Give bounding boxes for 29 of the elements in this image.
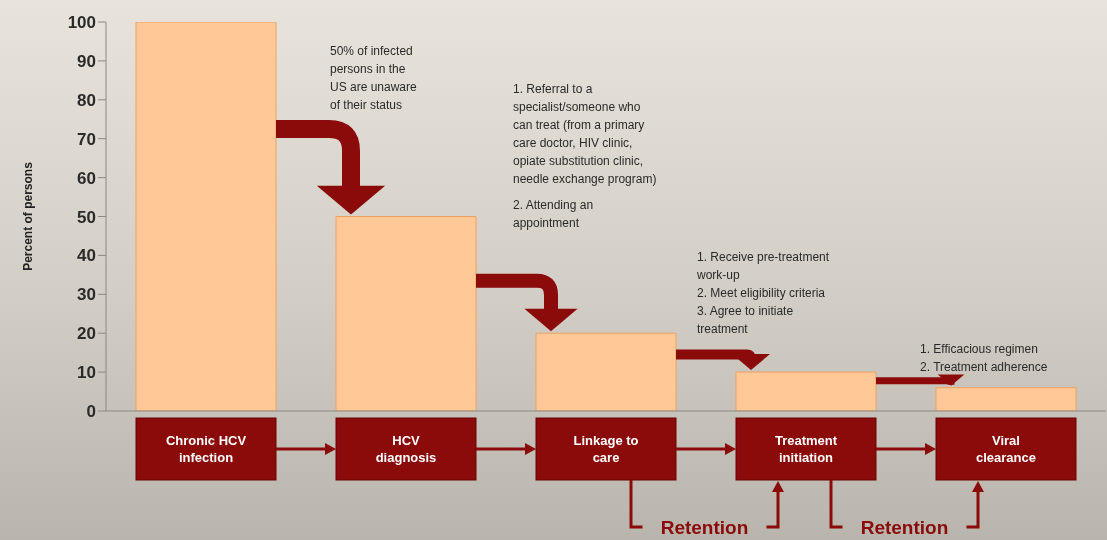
annotation: 1. Efficacious regimen 2. Treatment adherence — [920, 341, 1048, 376]
text: Retention — [660, 517, 749, 538]
y-tick-label: 0 — [86, 402, 96, 422]
annotation: 1. Receive pre-treatment work-up 2. Meet eligibility criteria 3. Agree to initiate treatment — [697, 249, 830, 338]
y-tick-label: 40 — [77, 246, 96, 266]
bar — [535, 332, 677, 411]
y-tick-label: 70 — [77, 129, 96, 149]
y-tick-label: 80 — [77, 90, 96, 110]
y-tick-label: 90 — [77, 51, 96, 71]
x-tick-label: Viral clearance — [976, 433, 1036, 465]
y-tick-label: 50 — [77, 207, 96, 227]
y-axis-title: Percent of persons — [21, 161, 36, 271]
bar — [735, 371, 877, 411]
y-tick-label: 100 — [67, 13, 96, 33]
annotation: 2. Attending an appointment — [513, 197, 594, 232]
y-tick-label: 20 — [77, 324, 96, 344]
y-tick-label: 60 — [77, 168, 96, 188]
bar — [935, 387, 1077, 411]
text: Retention — [860, 517, 949, 538]
annotation: 50% of infected persons in the US are unaware of their status — [330, 43, 417, 114]
x-tick-label: Linkage to care — [573, 433, 639, 465]
x-tick-label: Treatment initiation — [774, 433, 838, 465]
annotation: 1. Referral to a specialist/someone who can treat (from a primary care doctor, HIV clinic, opiate substitution clinic, needle exchange program) — [513, 81, 657, 188]
x-tick-label: HCV diagnosis — [375, 433, 437, 465]
x-tick-label: Chronic HCV infection — [165, 433, 247, 465]
y-tick-label: 30 — [77, 285, 96, 305]
bar — [135, 22, 277, 411]
bar — [335, 216, 477, 411]
y-tick-label: 10 — [77, 363, 96, 383]
